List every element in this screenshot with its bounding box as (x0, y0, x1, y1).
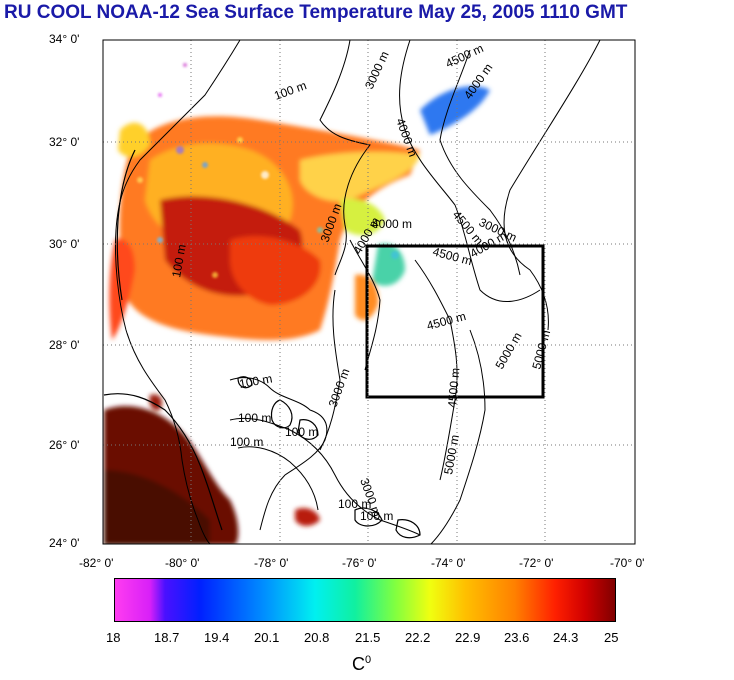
map-frame (102, 39, 636, 545)
contour-label: 4500 m (445, 367, 462, 408)
lon-label: -82° 0' (79, 556, 114, 570)
unit-letter: C (352, 654, 365, 674)
colorbar-unit: C0 (352, 654, 371, 675)
lat-label: 26° 0' (49, 438, 80, 452)
lat-label: 28° 0' (49, 338, 80, 352)
contour-label: 100 m (238, 411, 271, 425)
colorbar-tick: 20.1 (254, 630, 280, 645)
coastline (103, 149, 421, 539)
contour-label: 5000 m (529, 328, 553, 370)
map-title: RU COOL NOAA-12 Sea Surface Temperature … (4, 2, 628, 23)
contour-label: 3000 m (326, 367, 353, 409)
lat-label: 24° 0' (49, 536, 80, 550)
lon-label: -76° 0' (342, 556, 377, 570)
bathymetry-contours (114, 40, 601, 544)
lat-label: 30° 0' (49, 237, 80, 251)
contour-label: 100 m (272, 78, 308, 103)
colorbar-tick: 21.5 (355, 630, 381, 645)
lon-label: -74° 0' (431, 556, 466, 570)
contour-label: 100 m (238, 371, 273, 391)
contour-label: 5000 m (441, 434, 462, 476)
colorbar-tick: 24.3 (553, 630, 579, 645)
contour-label: 100 m (285, 425, 318, 439)
lon-label: -80° 0' (165, 556, 200, 570)
contour-label: 100 m (230, 435, 263, 449)
colorbar-tick: 20.8 (304, 630, 330, 645)
colorbar-tick: 18 (106, 630, 121, 645)
lon-label: -72° 0' (519, 556, 554, 570)
lat-label: 32° 0' (49, 135, 80, 149)
graticule (103, 40, 635, 544)
contour-label: 100 m (338, 497, 371, 511)
contour-label: 100 m (169, 243, 189, 278)
contour-label: 4000 m (372, 217, 412, 231)
study-area-box (365, 244, 545, 399)
colorbar-tick: 19.4 (204, 630, 230, 645)
lon-label: -78° 0' (254, 556, 289, 570)
colorbar-tick: 22.9 (455, 630, 481, 645)
colorbar-tick: 22.2 (405, 630, 431, 645)
colorbar-tick: 18.7 (154, 630, 180, 645)
sst-imagery (104, 86, 490, 544)
sst-speckle (137, 63, 399, 278)
contour-label: 5000 m (492, 330, 524, 372)
colorbar (114, 578, 616, 622)
unit-degree: 0 (365, 654, 372, 666)
lat-label: 34° 0' (49, 32, 80, 46)
contour-label: 100 m (360, 509, 393, 523)
contour-label: 3000 m (362, 49, 392, 91)
colorbar-tick: 25 (604, 630, 619, 645)
colorbar-tick: 23.6 (504, 630, 530, 645)
lon-label: -70° 0' (610, 556, 645, 570)
